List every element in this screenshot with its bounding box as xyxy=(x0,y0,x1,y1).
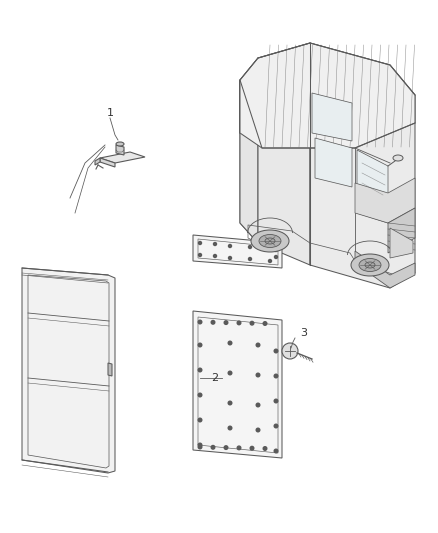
Polygon shape xyxy=(357,150,388,223)
Circle shape xyxy=(268,260,272,262)
Circle shape xyxy=(268,246,272,249)
Polygon shape xyxy=(100,158,115,167)
Polygon shape xyxy=(22,268,115,473)
Circle shape xyxy=(224,446,228,449)
Circle shape xyxy=(211,320,215,324)
Ellipse shape xyxy=(351,254,389,276)
Polygon shape xyxy=(310,43,415,288)
Ellipse shape xyxy=(365,262,375,268)
Circle shape xyxy=(282,343,298,359)
Polygon shape xyxy=(355,178,415,223)
Circle shape xyxy=(256,403,260,407)
Circle shape xyxy=(228,341,232,345)
Polygon shape xyxy=(355,251,415,288)
Circle shape xyxy=(275,248,278,252)
Text: 3: 3 xyxy=(300,328,307,338)
Circle shape xyxy=(256,373,260,377)
Text: 2: 2 xyxy=(211,373,218,383)
Circle shape xyxy=(256,343,260,347)
Circle shape xyxy=(250,447,254,450)
Polygon shape xyxy=(193,235,282,268)
Polygon shape xyxy=(240,43,415,148)
Circle shape xyxy=(250,321,254,325)
Polygon shape xyxy=(315,138,352,187)
Ellipse shape xyxy=(393,155,403,161)
Circle shape xyxy=(274,374,278,378)
Circle shape xyxy=(224,321,228,325)
Polygon shape xyxy=(100,152,145,163)
Circle shape xyxy=(263,322,267,325)
Circle shape xyxy=(198,418,202,422)
Circle shape xyxy=(198,254,201,256)
Circle shape xyxy=(274,449,278,453)
Circle shape xyxy=(198,241,201,245)
Polygon shape xyxy=(108,363,112,376)
Circle shape xyxy=(198,320,202,324)
Circle shape xyxy=(211,446,215,449)
Ellipse shape xyxy=(259,235,281,247)
Circle shape xyxy=(198,445,202,449)
Polygon shape xyxy=(193,311,282,458)
Circle shape xyxy=(198,368,202,372)
Polygon shape xyxy=(388,208,415,253)
Polygon shape xyxy=(116,145,124,155)
Circle shape xyxy=(237,446,241,450)
Ellipse shape xyxy=(251,230,289,252)
Circle shape xyxy=(248,257,251,261)
Circle shape xyxy=(256,428,260,432)
Circle shape xyxy=(229,245,232,247)
Polygon shape xyxy=(258,58,310,265)
Ellipse shape xyxy=(116,142,124,146)
Polygon shape xyxy=(312,93,352,141)
Polygon shape xyxy=(240,80,258,243)
Circle shape xyxy=(229,256,232,260)
Polygon shape xyxy=(95,158,100,165)
Circle shape xyxy=(198,393,202,397)
Ellipse shape xyxy=(265,238,275,244)
Circle shape xyxy=(228,401,232,405)
Circle shape xyxy=(228,426,232,430)
Circle shape xyxy=(198,343,202,347)
Circle shape xyxy=(213,243,216,246)
Text: 1: 1 xyxy=(106,108,113,118)
Ellipse shape xyxy=(359,259,381,271)
Circle shape xyxy=(248,246,251,248)
Circle shape xyxy=(198,443,202,447)
Circle shape xyxy=(274,399,278,403)
Circle shape xyxy=(263,447,267,450)
Circle shape xyxy=(213,254,216,257)
Circle shape xyxy=(275,255,278,259)
Circle shape xyxy=(274,424,278,428)
Circle shape xyxy=(237,321,241,325)
Circle shape xyxy=(228,371,232,375)
Polygon shape xyxy=(240,58,258,243)
Circle shape xyxy=(274,349,278,353)
Polygon shape xyxy=(390,228,413,258)
